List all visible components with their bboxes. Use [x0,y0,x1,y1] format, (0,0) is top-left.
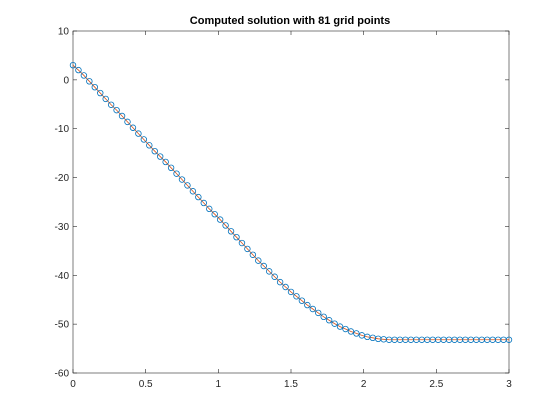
data-point-marker [80,72,88,79]
data-point-marker [347,328,355,335]
data-point-marker [156,153,164,160]
x-tick-label: 0 [70,379,76,390]
data-point-marker [238,239,246,247]
data-point-marker [304,301,311,309]
data-point-marker [315,309,322,317]
data-point-marker [129,124,137,131]
data-point-marker [107,101,115,108]
data-point-marker [135,130,142,137]
data-point-marker [342,325,349,333]
y-tick-label: -30 [55,222,70,233]
data-point-marker [293,293,300,300]
data-point-marker [206,205,213,213]
x-tick-label: 2.5 [429,379,443,390]
data-point-marker [244,245,251,253]
y-tick-label: -60 [55,369,70,380]
data-point-marker [336,323,344,330]
data-point-marker [222,222,229,229]
data-point-marker [124,118,131,126]
data-point-marker [86,78,93,85]
data-point-marker [216,216,224,223]
y-tick-label: -20 [55,173,70,184]
data-point-marker [309,305,316,313]
data-point-marker [200,199,207,207]
y-tick-label: -40 [55,271,70,282]
data-point-marker [167,164,175,171]
data-point-marker [255,257,262,264]
data-point-marker [97,89,104,97]
data-point-marker [325,317,333,324]
x-tick-label: 0.5 [139,379,153,390]
data-point-marker [178,176,186,183]
data-point-marker [266,268,273,275]
data-point-marker [298,297,306,304]
data-point-marker [227,228,235,235]
y-tick-label: 10 [58,27,70,38]
data-point-marker [353,330,360,337]
y-tick-label: 0 [63,75,69,86]
data-point-marker [162,158,169,166]
data-point-marker [211,211,218,218]
data-point-marker [331,320,338,327]
data-point-marker [320,313,327,321]
data-point-marker [146,142,153,149]
solution-markers [69,61,513,343]
data-point-marker [287,288,295,296]
data-point-marker [184,182,191,189]
y-tick-label: -10 [55,124,70,135]
y-axis-ticks: -60 -50 -40 -30 -20 -10 0 10 [55,27,509,380]
data-point-marker [195,193,202,201]
data-point-marker [91,83,98,91]
data-point-marker [282,283,289,291]
data-point-marker [102,95,109,103]
data-point-marker [69,61,77,69]
data-point-marker [276,278,284,286]
data-point-marker [140,136,148,143]
x-tick-label: 3 [506,379,512,390]
plot-area [72,30,510,374]
data-point-marker [260,262,267,270]
data-point-marker [249,251,257,258]
data-point-marker [151,147,158,155]
x-tick-label: 2 [361,379,367,390]
data-point-marker [118,112,126,120]
data-point-marker [233,233,240,241]
x-tick-label: 1.5 [284,379,298,390]
x-tick-label: 1 [216,379,222,390]
data-point-marker [113,106,120,114]
y-tick-label: -50 [55,320,70,331]
chart-title: Computed solution with 81 grid points [190,15,390,27]
data-point-marker [505,336,513,343]
x-axis-ticks: 0 0.5 1 1.5 2 2.5 3 [70,31,512,390]
data-point-marker [189,188,197,195]
data-point-marker [75,66,82,74]
data-point-marker [271,273,278,280]
data-point-marker [173,170,180,177]
